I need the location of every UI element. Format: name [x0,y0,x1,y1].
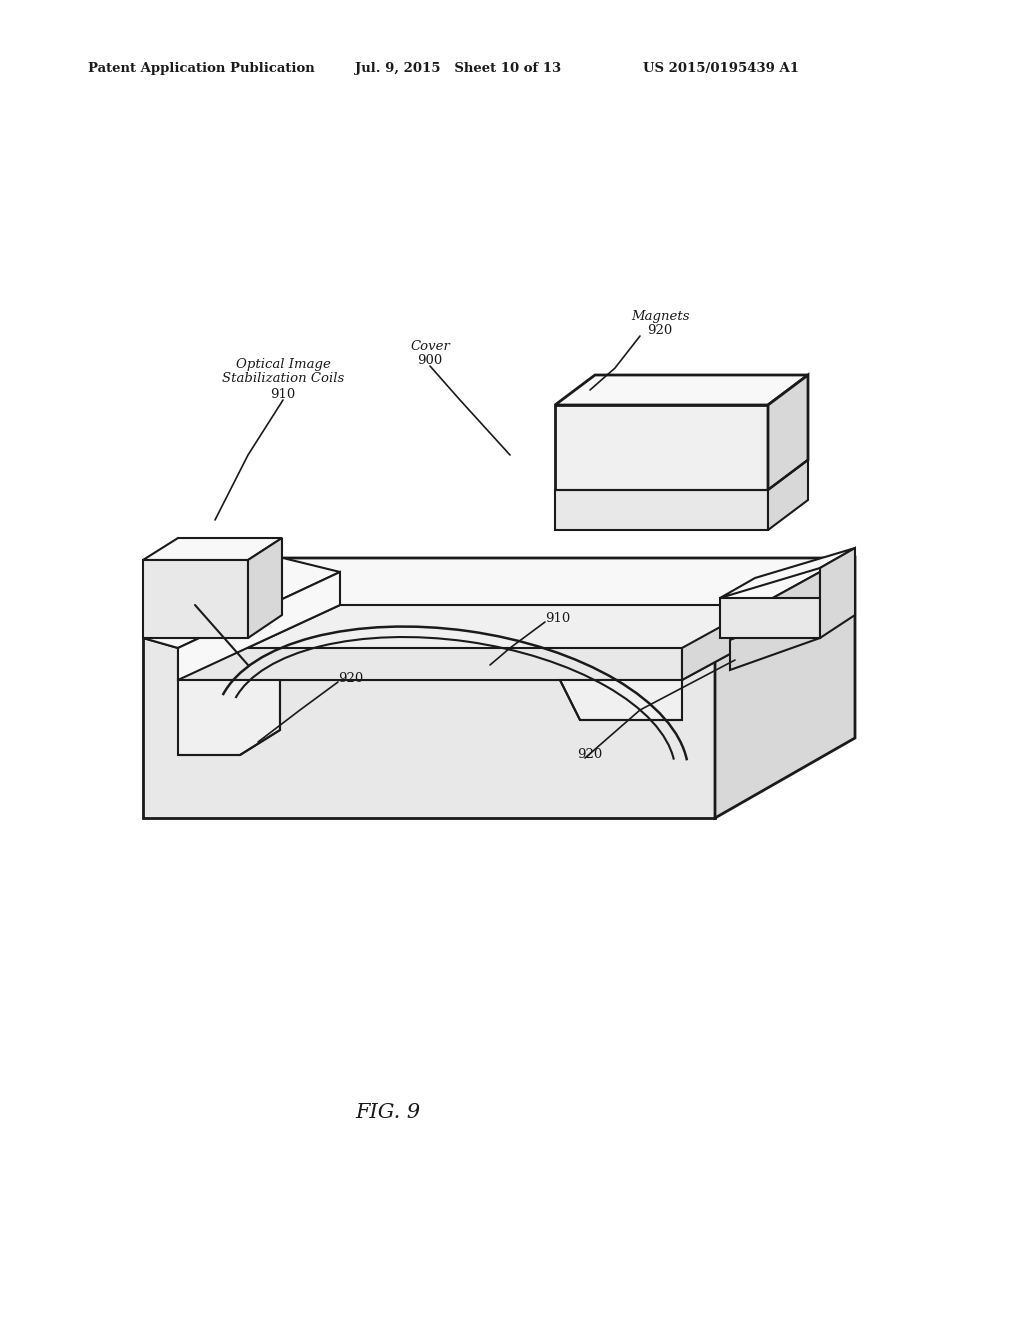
Text: US 2015/0195439 A1: US 2015/0195439 A1 [643,62,799,75]
Text: Stabilization Coils: Stabilization Coils [222,372,344,385]
Text: Patent Application Publication: Patent Application Publication [88,62,314,75]
Polygon shape [178,605,820,680]
Text: FIG. 9: FIG. 9 [355,1102,421,1122]
Polygon shape [555,405,768,490]
Polygon shape [143,638,715,818]
Text: 920: 920 [338,672,364,685]
Text: 920: 920 [647,323,673,337]
Polygon shape [555,490,768,531]
Polygon shape [143,558,855,638]
Polygon shape [143,558,340,648]
Polygon shape [768,459,808,531]
Polygon shape [720,548,855,598]
Polygon shape [143,539,282,560]
Polygon shape [720,598,820,638]
Polygon shape [178,648,682,680]
Text: 910: 910 [270,388,296,401]
Polygon shape [715,558,855,818]
Text: 900: 900 [418,354,442,367]
Polygon shape [682,572,820,680]
Polygon shape [248,539,282,638]
Text: Jul. 9, 2015   Sheet 10 of 13: Jul. 9, 2015 Sheet 10 of 13 [355,62,561,75]
Text: Magnets: Magnets [631,310,689,323]
Polygon shape [820,548,855,638]
Polygon shape [178,572,340,680]
Polygon shape [143,638,715,648]
Polygon shape [178,680,280,755]
Text: Cover: Cover [410,341,450,352]
Polygon shape [143,560,248,638]
Polygon shape [555,375,808,405]
Polygon shape [682,558,855,648]
Text: Optical Image: Optical Image [236,358,331,371]
Text: 920: 920 [578,748,603,762]
Text: 910: 910 [546,612,570,624]
Polygon shape [560,680,682,719]
Polygon shape [730,605,820,671]
Polygon shape [768,375,808,490]
